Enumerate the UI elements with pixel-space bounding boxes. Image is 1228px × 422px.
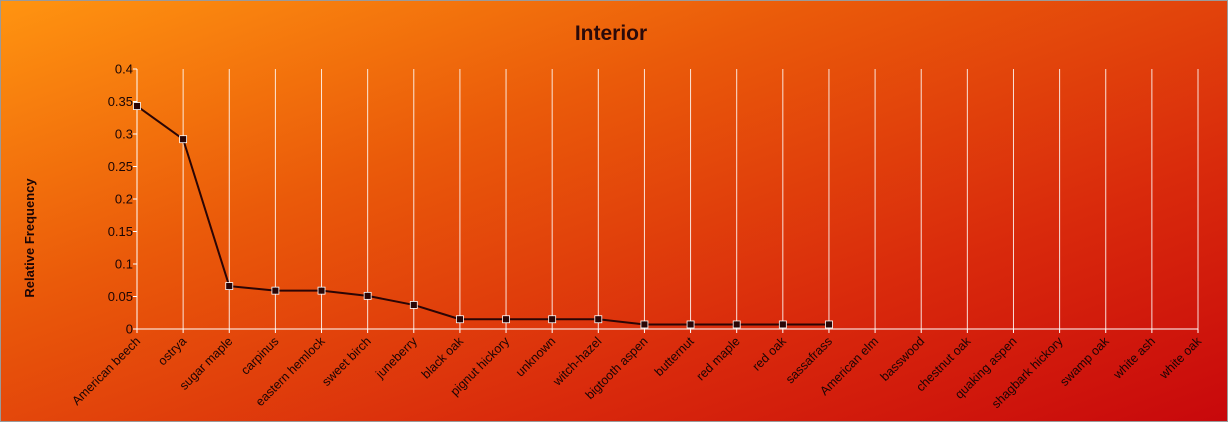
y-tick-label: 0.35 — [108, 94, 133, 109]
x-tick-label: red maple — [694, 334, 743, 383]
x-tick-label: basswood — [878, 334, 928, 384]
data-point-marker — [778, 320, 787, 329]
data-point-marker — [179, 135, 188, 144]
x-tick-label: black oak — [419, 334, 467, 382]
data-point-marker — [502, 315, 510, 324]
data-point-marker — [133, 102, 141, 110]
y-tick-label: 0.15 — [108, 224, 133, 239]
grid-lines — [182, 69, 1199, 329]
data-point-marker — [225, 282, 234, 291]
x-tick-label: white ash — [1110, 334, 1158, 382]
data-point-marker — [317, 286, 326, 295]
x-tick-label: swamp oak — [1057, 334, 1112, 389]
data-point-marker — [456, 315, 464, 324]
data-point-marker — [640, 320, 649, 329]
y-tick-label: 0.25 — [108, 159, 133, 174]
x-tick-label: butternut — [652, 334, 697, 379]
y-tick-label: 0.1 — [115, 257, 133, 272]
y-tick-label: 0.2 — [115, 192, 133, 207]
data-point-marker — [732, 320, 741, 329]
y-axis-label: Relative Frequency — [22, 178, 37, 298]
data-point-marker — [363, 291, 372, 300]
series-line — [136, 105, 829, 326]
data-point-marker — [548, 315, 557, 324]
x-tick-label: white oak — [1156, 334, 1204, 382]
data-point-marker — [271, 286, 280, 295]
x-tick-label: red oak — [750, 334, 790, 374]
x-tick-label: juneberry — [372, 334, 420, 382]
x-tick-label: carpinus — [238, 334, 281, 377]
data-point-marker — [409, 301, 418, 309]
x-tick-label: sweet birch — [319, 334, 374, 389]
data-point-marker — [686, 320, 695, 329]
data-point-marker — [594, 315, 603, 324]
x-tick-label: unknown — [513, 334, 558, 379]
y-tick-label: 0.05 — [108, 289, 133, 304]
y-tick-label: 0 — [126, 322, 133, 337]
y-tick-label: 0.4 — [115, 62, 133, 77]
y-tick-label: 0.3 — [115, 127, 133, 142]
data-series — [133, 102, 833, 329]
chart-title: Interior — [575, 22, 647, 45]
y-tick-labels: 0 0.05 0.1 0.15 0.2 0.25 0.3 0.35 0.4 — [108, 62, 137, 337]
data-point-marker — [825, 320, 833, 329]
x-tick-label: American beech — [69, 334, 143, 408]
x-tick-label: ostrya — [155, 334, 189, 368]
